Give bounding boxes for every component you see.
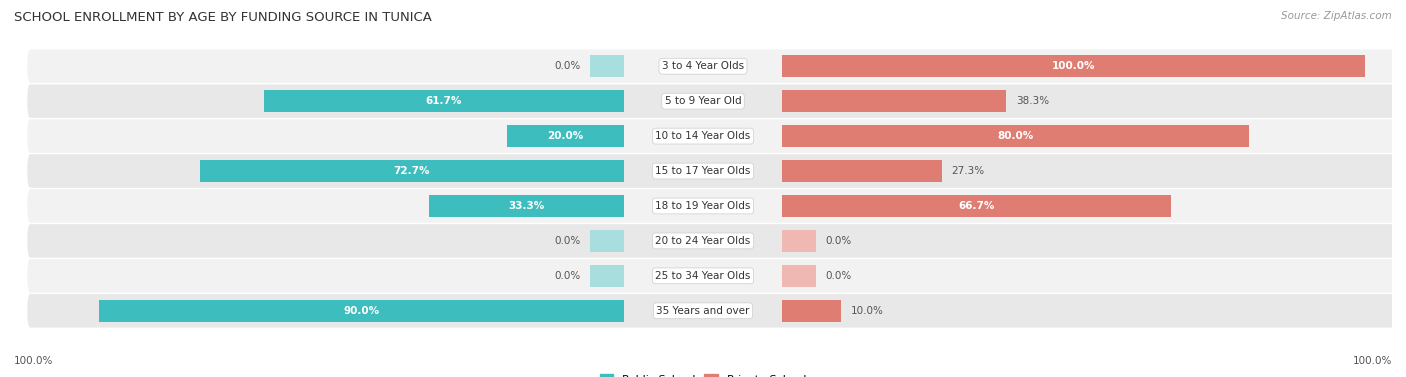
Legend: Public School, Private School: Public School, Private School	[595, 370, 811, 377]
FancyBboxPatch shape	[27, 294, 1405, 328]
Bar	[591, 55, 623, 77]
Bar	[783, 90, 1005, 112]
Bar	[200, 160, 623, 182]
Bar	[783, 160, 942, 182]
Bar	[783, 300, 841, 322]
Bar	[591, 230, 623, 252]
Text: 0.0%: 0.0%	[554, 236, 581, 246]
FancyBboxPatch shape	[27, 84, 1405, 118]
FancyBboxPatch shape	[27, 119, 1405, 153]
Text: 18 to 19 Year Olds: 18 to 19 Year Olds	[655, 201, 751, 211]
Bar	[591, 265, 623, 287]
Text: 35 Years and over: 35 Years and over	[657, 306, 749, 316]
Text: 5 to 9 Year Old: 5 to 9 Year Old	[665, 96, 741, 106]
FancyBboxPatch shape	[27, 259, 1405, 293]
Text: 3 to 4 Year Olds: 3 to 4 Year Olds	[662, 61, 744, 71]
Text: 90.0%: 90.0%	[343, 306, 380, 316]
Bar	[783, 195, 1171, 217]
Text: SCHOOL ENROLLMENT BY AGE BY FUNDING SOURCE IN TUNICA: SCHOOL ENROLLMENT BY AGE BY FUNDING SOUR…	[14, 11, 432, 24]
Bar	[508, 125, 623, 147]
Text: 80.0%: 80.0%	[997, 131, 1033, 141]
Bar	[783, 55, 1365, 77]
FancyBboxPatch shape	[27, 49, 1405, 83]
Text: 0.0%: 0.0%	[825, 236, 852, 246]
Text: 0.0%: 0.0%	[825, 271, 852, 281]
Text: 61.7%: 61.7%	[426, 96, 461, 106]
Text: 66.7%: 66.7%	[959, 201, 995, 211]
Text: 100.0%: 100.0%	[1052, 61, 1095, 71]
Text: 20.0%: 20.0%	[547, 131, 583, 141]
Text: 72.7%: 72.7%	[394, 166, 430, 176]
Text: 27.3%: 27.3%	[952, 166, 984, 176]
Bar	[98, 300, 623, 322]
Text: 100.0%: 100.0%	[14, 356, 53, 366]
Text: 38.3%: 38.3%	[1015, 96, 1049, 106]
Bar	[264, 90, 623, 112]
Bar	[783, 230, 815, 252]
Text: 20 to 24 Year Olds: 20 to 24 Year Olds	[655, 236, 751, 246]
Text: 0.0%: 0.0%	[554, 271, 581, 281]
Bar	[783, 125, 1249, 147]
FancyBboxPatch shape	[27, 224, 1405, 258]
Text: 0.0%: 0.0%	[554, 61, 581, 71]
Text: 33.3%: 33.3%	[509, 201, 544, 211]
Text: Source: ZipAtlas.com: Source: ZipAtlas.com	[1281, 11, 1392, 21]
Text: 100.0%: 100.0%	[1353, 356, 1392, 366]
FancyBboxPatch shape	[27, 189, 1405, 223]
Bar	[429, 195, 623, 217]
FancyBboxPatch shape	[27, 154, 1405, 188]
Text: 10 to 14 Year Olds: 10 to 14 Year Olds	[655, 131, 751, 141]
Text: 25 to 34 Year Olds: 25 to 34 Year Olds	[655, 271, 751, 281]
Text: 10.0%: 10.0%	[851, 306, 883, 316]
Bar	[783, 265, 815, 287]
Text: 15 to 17 Year Olds: 15 to 17 Year Olds	[655, 166, 751, 176]
